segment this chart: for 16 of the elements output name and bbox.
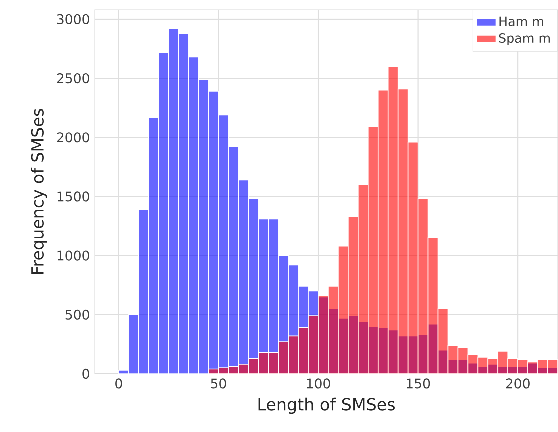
- y-tick-label: 2500: [57, 73, 90, 84]
- x-axis-title: Length of SMSes: [258, 398, 395, 414]
- y-tick-label: 2000: [57, 132, 90, 143]
- y-tick-label: 1500: [58, 192, 90, 202]
- y-tick-label: 0: [82, 368, 90, 380]
- legend-label: Ham m: [500, 16, 544, 26]
- y-tick-label: 3000: [57, 14, 90, 24]
- legend-label: Spam m: [499, 33, 550, 46]
- x-tick-label: 0: [116, 378, 122, 389]
- x-tick-label: 200: [506, 378, 530, 389]
- y-tick-label: 500: [66, 310, 90, 320]
- x-tick-label: 100: [307, 378, 330, 389]
- y-axis-title: Frequency of SMSes: [31, 109, 48, 274]
- x-tick-label: 50: [211, 378, 226, 389]
- y-tick-label: 1000: [58, 250, 90, 261]
- x-tick-label: 150: [407, 378, 430, 389]
